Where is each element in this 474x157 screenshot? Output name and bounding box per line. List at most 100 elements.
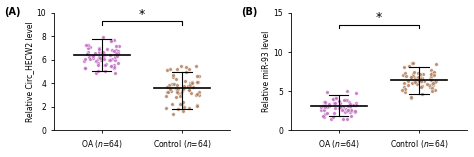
Point <box>166 68 174 71</box>
Point <box>321 112 328 115</box>
Point <box>114 51 121 54</box>
Text: *: * <box>376 11 382 24</box>
Point <box>321 101 328 103</box>
Point <box>335 106 343 109</box>
Point <box>187 92 195 95</box>
Point <box>346 103 354 105</box>
Point <box>108 40 115 42</box>
Point <box>87 46 94 48</box>
Point <box>100 52 108 55</box>
Point <box>404 84 412 86</box>
Point <box>329 97 337 100</box>
Point <box>94 64 101 66</box>
Point <box>111 56 119 58</box>
Point <box>319 115 327 118</box>
Point <box>95 48 103 50</box>
Point <box>177 91 185 94</box>
Point <box>411 77 419 79</box>
Point <box>94 61 102 64</box>
Point <box>84 46 92 49</box>
Point <box>84 43 92 46</box>
Point <box>423 83 431 86</box>
Point <box>418 93 426 95</box>
Point <box>116 45 123 47</box>
Point <box>346 105 354 107</box>
Point <box>89 56 96 59</box>
Point <box>173 87 180 89</box>
Point <box>417 80 424 82</box>
Point <box>92 60 100 62</box>
Point <box>193 81 201 83</box>
Point <box>412 79 420 81</box>
Point <box>432 80 440 82</box>
Point <box>417 86 425 88</box>
Point <box>100 58 108 60</box>
Point <box>410 75 417 77</box>
Point <box>172 78 180 80</box>
Point <box>176 95 183 98</box>
Point <box>110 64 118 67</box>
Point <box>343 99 351 101</box>
Point <box>431 80 438 83</box>
Point <box>319 105 327 107</box>
Point <box>190 86 197 88</box>
Point <box>342 108 350 111</box>
Point <box>164 90 172 93</box>
Point <box>351 111 359 113</box>
Point <box>352 102 360 105</box>
Point <box>407 76 415 78</box>
Point <box>401 72 409 75</box>
Point <box>94 70 101 72</box>
Point <box>112 44 119 47</box>
Point <box>401 91 409 93</box>
Point <box>100 50 107 53</box>
Point <box>186 84 193 87</box>
Point <box>174 108 182 111</box>
Point <box>194 93 201 95</box>
Point <box>340 109 347 112</box>
Point <box>420 80 428 83</box>
Point <box>413 83 421 86</box>
Point <box>430 71 438 73</box>
Point <box>347 109 355 111</box>
Point <box>323 106 330 108</box>
Point <box>408 96 415 99</box>
Point <box>428 79 435 81</box>
Point <box>168 82 176 85</box>
Text: *: * <box>139 8 145 21</box>
Point <box>97 57 104 60</box>
Point <box>82 67 89 69</box>
Point <box>162 95 170 98</box>
Point <box>173 68 181 70</box>
Point <box>195 94 202 96</box>
Point <box>180 88 187 90</box>
Point <box>89 55 97 58</box>
Point <box>97 59 105 62</box>
Point <box>102 63 109 65</box>
Point <box>429 81 437 84</box>
Point <box>192 65 200 67</box>
Point <box>331 97 339 99</box>
Point <box>399 74 407 76</box>
Point <box>418 85 426 87</box>
Text: (A): (A) <box>4 7 21 17</box>
Point <box>320 108 328 111</box>
Point <box>329 116 337 118</box>
Point <box>346 111 354 114</box>
Point <box>182 71 190 73</box>
Point <box>185 89 192 91</box>
Point <box>108 65 115 67</box>
Point <box>182 66 190 68</box>
Point <box>407 76 415 78</box>
Point <box>178 103 185 106</box>
Point <box>432 81 439 84</box>
Point <box>329 98 337 101</box>
Point <box>414 72 422 74</box>
Point <box>109 39 117 42</box>
Point <box>412 81 419 84</box>
Point <box>169 76 177 78</box>
Point <box>186 67 193 70</box>
Point <box>110 67 118 69</box>
Point <box>324 105 332 108</box>
Point <box>100 36 107 39</box>
